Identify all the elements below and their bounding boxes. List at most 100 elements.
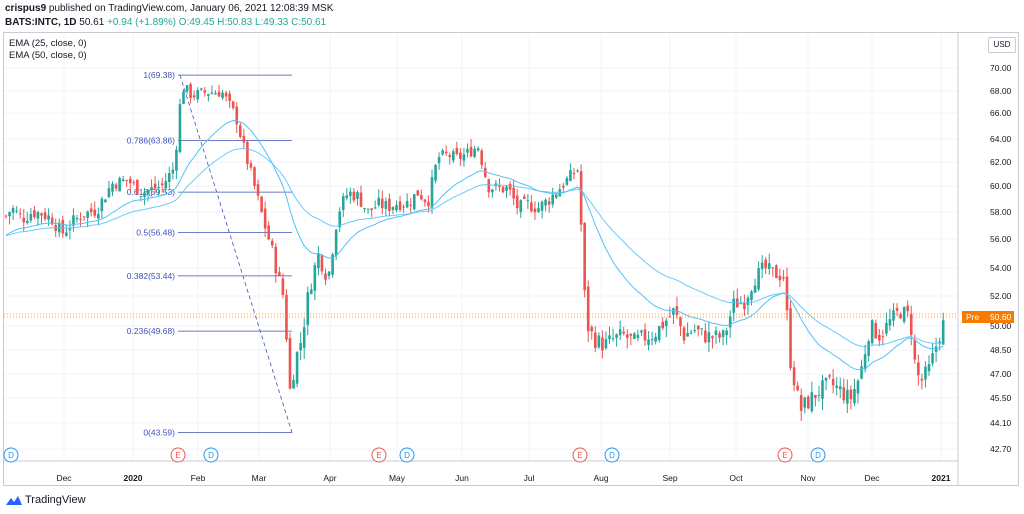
candle-body [540,201,544,211]
candle-body [36,212,40,219]
candle-body [324,273,327,280]
event-marker-letter: E [577,451,582,460]
candle-body [487,179,491,193]
dividend-marker[interactable]: D [203,447,219,463]
candle-body [760,262,764,270]
candle-body [8,212,11,217]
event-marker-circle [3,447,19,463]
dividend-marker[interactable]: D [810,447,826,463]
candle-body [491,189,494,193]
candle-body [629,333,633,336]
earnings-marker[interactable]: E [777,447,793,463]
candle-body [707,332,711,343]
candle-body [462,154,466,161]
candle-body [82,216,86,218]
candle-body [533,208,537,213]
candle-body [654,336,657,342]
candle-body [565,177,569,185]
event-marker-circle [604,447,620,463]
earnings-marker[interactable]: E [371,447,387,463]
fibonacci-retracement: 1(69.38) 0.786(63.86) 0.618(59.53) 0.5(56.4… [4,70,958,437]
dividend-marker[interactable]: D [399,447,415,463]
candle-body [838,386,842,390]
candle-body [256,184,260,196]
candle-body [427,201,430,207]
candle-body [870,320,874,344]
candle-body [544,199,547,206]
candle-body [373,207,377,209]
pre-tag: Pre [966,312,980,322]
price-axis: 70.00 68.00 66.00 64.00 62.00 60.00 58.00 56.00… [957,33,1012,486]
candle-body [430,177,434,208]
candle-body [828,375,831,377]
earnings-marker[interactable]: E [572,447,588,463]
candle-body [352,191,356,201]
candle-body [29,213,33,221]
candle-body [799,395,803,411]
candle-body [562,185,565,188]
candle-body [349,191,352,196]
candle-body [288,338,292,389]
earnings-marker[interactable]: E [170,447,186,463]
publisher-name[interactable]: crispus9 [5,3,47,14]
candle-body [512,187,515,199]
price-tick-label: 68.00 [990,86,1012,96]
candle-body [199,88,203,90]
currency-button[interactable]: USD [988,37,1016,53]
candle-body [895,308,899,311]
ema25-label[interactable]: EMA (25, close, 0) [9,38,87,49]
candle-body [278,272,281,276]
tradingview-icon [6,495,22,505]
symbol-label[interactable]: BATS:INTC, 1D [5,17,77,28]
price-tick-label: 56.00 [990,234,1012,244]
candle-body [317,253,320,269]
candle-body [913,339,917,360]
ema50-label[interactable]: EMA (50, close, 0) [9,50,87,61]
time-tick-label: 2020 [124,473,143,483]
candle-body [306,292,310,325]
candle-body [611,338,615,340]
candle-body [217,91,221,97]
candle-body [61,220,65,234]
tradingview-logo[interactable]: TradingView [5,494,86,506]
candle-body [856,380,860,394]
candle-body [831,378,835,386]
fib-level-label: 0.5(56.48) [136,228,175,238]
candle-body [263,208,267,229]
candle-body [874,322,878,339]
chart-header: crispus9 published on TradingView.com, J… [0,0,1024,32]
candle-body [725,330,728,336]
candle-body [363,208,366,210]
time-tick-label: Apr [323,473,336,483]
event-marker-circle [777,447,793,463]
candle-body [221,92,224,99]
candle-body [483,167,487,177]
candle-body [849,389,853,400]
candle-body [750,291,753,301]
time-tick-label: Jul [524,473,535,483]
candle-body [107,188,111,197]
candle-body [416,190,420,196]
price-change: +0.94 (+1.89%) [107,17,177,28]
indicator-legend[interactable]: EMA (25, close, 0) EMA (50, close, 0) [9,38,87,62]
candle-body [608,335,611,340]
candle-body [65,232,68,236]
candle-body [370,208,373,210]
candle-body [885,322,888,334]
pre-market-price-label: Pre 50.60 [962,311,1014,323]
candle-body [835,385,838,388]
time-tick-label: Dec [56,473,72,483]
candle-body [650,339,654,341]
candle-body [114,184,118,189]
candle-body [182,91,185,104]
candle-body [647,339,650,345]
candle-body [721,330,725,337]
dividend-marker[interactable]: D [3,447,19,463]
candle-body [412,194,416,210]
candle-body [814,395,817,399]
candle-body [285,294,288,340]
dividend-marker[interactable]: D [604,447,620,463]
candle-body [860,366,863,379]
time-tick-label: Jun [455,473,469,483]
